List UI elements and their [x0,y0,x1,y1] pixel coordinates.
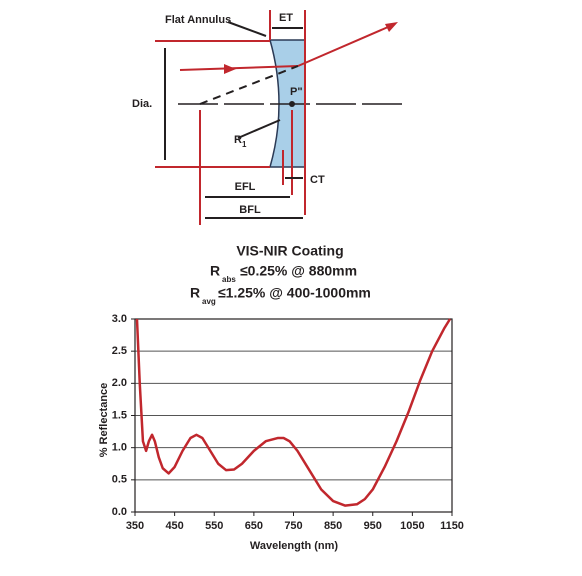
dashed-ray [199,65,299,105]
subtitle: avg [202,297,216,306]
y-axis-label: % Reflectance [98,383,110,458]
label: 1 [242,140,247,149]
label: EFL [235,181,256,193]
label: Flat Annulus [165,14,231,26]
x-tick-label: 1050 [400,520,424,532]
label: R [234,134,242,146]
subtitle: R [210,263,220,279]
label: P" [290,86,303,98]
lens-diagram: Flat Annulus ET Dia. P" R 1 CT EFL BFL [132,10,405,225]
y-tick-label: 2.5 [112,345,127,357]
leader [227,21,267,37]
subtitle: abs [222,275,236,284]
chart-title: VIS-NIR Coating [236,243,343,259]
label: ET [279,12,293,24]
y-tick-label: 0.0 [112,506,127,518]
arrowhead [385,22,398,32]
x-tick-label: 750 [284,520,302,532]
x-tick-label: 450 [165,520,183,532]
plot-frame [134,318,453,513]
x-tick-label: 850 [324,520,342,532]
x-tick-label: 550 [205,520,223,532]
x-tick-label: 950 [364,520,382,532]
y-tick-label: 1.0 [112,442,127,454]
x-axis-label: Wavelength (nm) [250,540,339,552]
y-tick-label: 1.5 [112,409,127,421]
ray [179,65,299,71]
arrowhead [224,64,236,74]
line-series [135,318,452,507]
leader [237,119,281,139]
ray [297,23,396,67]
principal-point [289,101,295,107]
y-tick-label: 2.0 [112,377,127,389]
label: BFL [239,204,261,216]
label: Dia. [132,98,152,110]
subtitle: R [190,285,200,301]
y-tick-label: 3.0 [112,313,127,325]
label: CT [310,174,325,186]
y-tick-label: 0.5 [112,474,127,486]
x-tick-label: 350 [126,520,144,532]
x-tick-label: 1150 [440,520,464,532]
x-tick-label: 650 [245,520,263,532]
subtitle: ≤1.25% @ 400-1000mm [218,285,371,301]
subtitle: ≤0.25% @ 880mm [240,263,357,279]
